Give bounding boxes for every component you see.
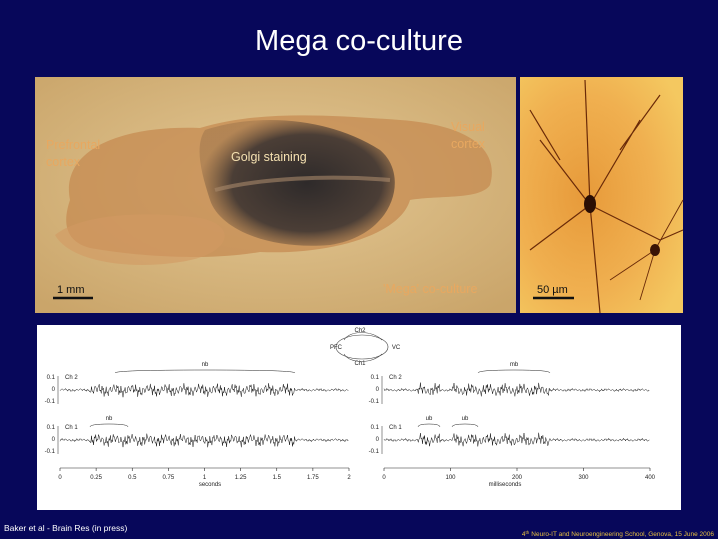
- footer-suffix: th: [526, 530, 530, 535]
- arrow: [343, 353, 383, 362]
- scale-label: 50 µm: [537, 284, 568, 296]
- burst-label: ub: [462, 416, 469, 422]
- footer-ordinal: 4: [522, 531, 526, 538]
- recordings-figure: PFC VC Ch2 Ch1 seconds milliseconds 0 0.2…: [37, 325, 681, 510]
- x-tick-label: 1.5: [273, 475, 282, 481]
- neuron-image: [520, 77, 684, 314]
- x-tick-label: 100: [445, 475, 456, 481]
- channel-label: Ch 1: [389, 425, 402, 431]
- node-label: VC: [392, 345, 401, 351]
- stain-label: Golgi staining: [231, 150, 307, 164]
- burst-brace: [477, 369, 551, 374]
- burst-brace: [417, 423, 441, 428]
- x-axis-label: milliseconds: [489, 482, 522, 488]
- x-tick-label: 2: [347, 475, 351, 481]
- region-label: cortex: [451, 137, 486, 151]
- x-tick-label: 1: [203, 475, 207, 481]
- channel-label: Ch 1: [65, 425, 78, 431]
- footer-text: Neuro-IT and Neuroengineering School, Ge…: [531, 531, 714, 538]
- y-tick-label: 0: [376, 437, 380, 443]
- burst-label: nb: [106, 416, 113, 422]
- x-tick-label: 0: [382, 475, 386, 481]
- y-tick-label: 0.1: [371, 375, 380, 381]
- y-tick-label: 0: [376, 387, 380, 393]
- burst-label: nb: [202, 362, 209, 368]
- node-label: PFC: [330, 345, 343, 351]
- channel-label: Ch 2: [65, 375, 78, 381]
- y-tick-label: 0.1: [371, 425, 380, 431]
- x-tick-label: 1.75: [307, 475, 319, 481]
- region-label: Visual: [451, 120, 485, 134]
- x-tick-label: 0: [58, 475, 62, 481]
- y-tick-label: -0.1: [369, 399, 380, 405]
- title: Mega co-culture: [255, 25, 463, 57]
- footer: 4th Neuro-IT and Neuroengineering School,…: [522, 530, 715, 538]
- y-tick-label: -0.1: [45, 449, 56, 455]
- x-tick-label: 200: [512, 475, 523, 481]
- y-tick-label: 0.1: [47, 375, 56, 381]
- y-tick-label: -0.1: [45, 399, 56, 405]
- x-axis-label: seconds: [199, 482, 221, 488]
- x-tick-label: 0.25: [90, 475, 102, 481]
- x-tick-label: 400: [645, 475, 656, 481]
- burst-label: ub: [426, 416, 433, 422]
- micrograph: [35, 77, 516, 313]
- y-tick-label: -0.1: [369, 449, 380, 455]
- channel-label: Ch1: [354, 361, 366, 367]
- micrograph-labels: Prefrontal cortex Golgi staining Visual …: [46, 120, 486, 296]
- y-tick-label: 0: [52, 387, 56, 393]
- burst-brace: [451, 423, 479, 428]
- trace: [383, 382, 650, 397]
- x-tick-label: 0.75: [163, 475, 175, 481]
- region-label: cortex: [46, 155, 81, 169]
- channel-label: Ch 2: [389, 375, 402, 381]
- y-tick-label: 0: [52, 437, 56, 443]
- burst-brace: [89, 423, 129, 428]
- burst-label: mb: [510, 362, 519, 368]
- y-tick-label: 0.1: [47, 425, 56, 431]
- citation: Baker et al - Brain Res (in press): [4, 523, 127, 533]
- scale-label: 1 mm: [57, 284, 85, 296]
- caption: 'Mega' co-culture: [383, 282, 477, 296]
- x-tick-label: 300: [578, 475, 589, 481]
- trace: [59, 433, 349, 448]
- channel-label: Ch2: [354, 328, 366, 334]
- arrow: [343, 332, 383, 341]
- trace: [383, 432, 650, 447]
- x-tick-label: 1.25: [235, 475, 247, 481]
- burst-brace: [114, 369, 296, 374]
- trace: [59, 383, 349, 398]
- x-tick-label: 0.5: [128, 475, 137, 481]
- region-label: Prefrontal: [46, 138, 100, 152]
